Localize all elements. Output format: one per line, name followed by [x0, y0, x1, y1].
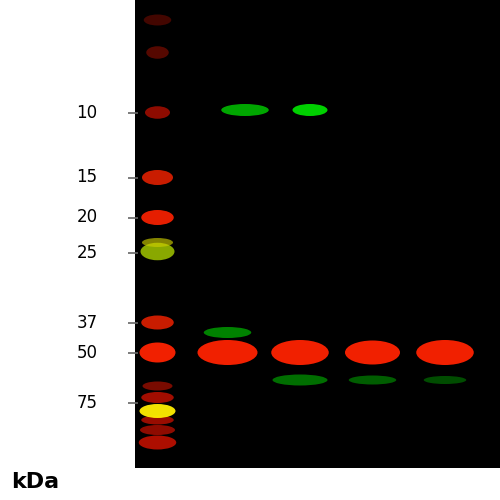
Ellipse shape — [139, 436, 176, 450]
Text: 75: 75 — [76, 394, 98, 411]
Ellipse shape — [271, 340, 329, 365]
Ellipse shape — [140, 342, 175, 362]
Ellipse shape — [416, 340, 474, 365]
Ellipse shape — [221, 104, 269, 116]
Ellipse shape — [146, 46, 169, 58]
Ellipse shape — [142, 392, 174, 403]
Text: kDa: kDa — [11, 472, 59, 492]
Ellipse shape — [145, 106, 170, 118]
Ellipse shape — [272, 374, 328, 386]
Ellipse shape — [349, 376, 396, 384]
Bar — [135, 0, 500, 468]
Text: 50: 50 — [76, 344, 98, 361]
Text: 1: 1 — [150, 474, 165, 494]
Ellipse shape — [345, 340, 400, 364]
Text: 20: 20 — [76, 208, 98, 226]
Ellipse shape — [142, 382, 172, 390]
Ellipse shape — [424, 376, 466, 384]
Ellipse shape — [198, 340, 258, 365]
Ellipse shape — [140, 404, 175, 418]
Text: 15: 15 — [76, 168, 98, 186]
Ellipse shape — [144, 14, 171, 26]
Ellipse shape — [292, 104, 328, 116]
Text: 3: 3 — [293, 474, 307, 494]
Ellipse shape — [142, 416, 174, 424]
Text: 4: 4 — [365, 474, 380, 494]
Text: 37: 37 — [76, 314, 98, 332]
Ellipse shape — [142, 170, 173, 185]
Ellipse shape — [142, 210, 174, 225]
Ellipse shape — [204, 327, 252, 338]
Text: 5: 5 — [438, 474, 452, 494]
Ellipse shape — [142, 238, 173, 247]
Text: 25: 25 — [76, 244, 98, 262]
Ellipse shape — [142, 316, 174, 330]
Text: 10: 10 — [76, 104, 98, 122]
Ellipse shape — [140, 425, 175, 435]
Ellipse shape — [140, 243, 174, 260]
Text: 2: 2 — [220, 474, 235, 494]
